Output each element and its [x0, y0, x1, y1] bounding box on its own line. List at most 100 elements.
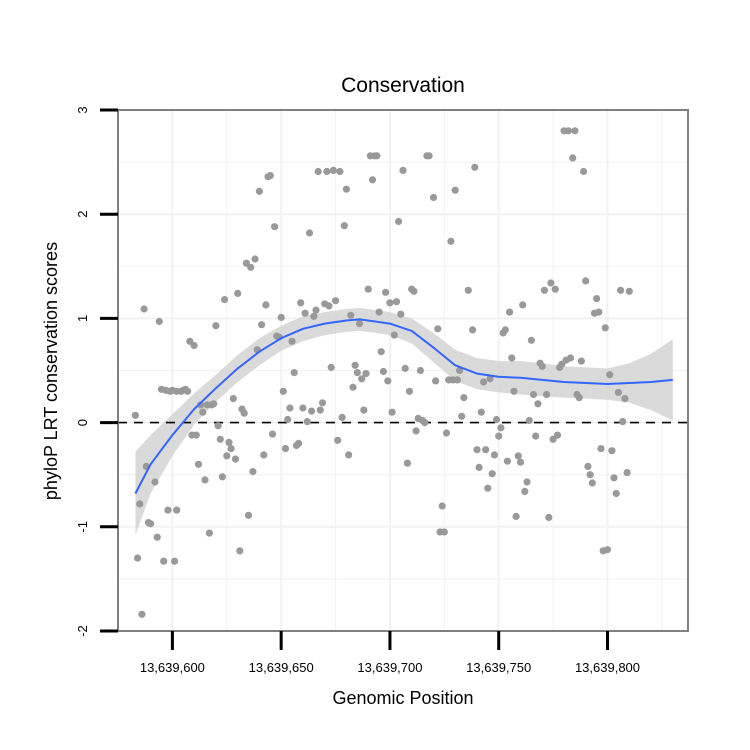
data-point: [375, 308, 383, 316]
data-point: [595, 308, 603, 316]
data-points: [131, 127, 633, 618]
smooth-line: [134, 318, 673, 494]
data-point: [514, 452, 522, 460]
x-axis: 13,639,600 13,639,650 13,639,700 13,639,750…: [140, 631, 640, 675]
data-point: [610, 474, 618, 482]
data-point: [390, 331, 398, 339]
data-point: [506, 308, 514, 316]
data-point: [392, 298, 401, 306]
data-point: [397, 310, 405, 318]
data-point: [205, 529, 213, 537]
data-point: [258, 321, 266, 329]
data-point: [382, 288, 390, 296]
y-axis-label: phyloP LRT conservation scores: [41, 242, 61, 500]
data-point: [281, 445, 290, 453]
x-tick-label: 13,639,700: [357, 660, 422, 675]
data-point: [147, 520, 155, 528]
data-point: [247, 263, 255, 271]
data-point: [388, 408, 396, 416]
data-point: [266, 172, 274, 180]
data-point: [586, 471, 594, 479]
data-point: [512, 512, 520, 521]
data-point: [606, 371, 614, 379]
data-point: [327, 363, 335, 371]
data-point: [140, 305, 148, 313]
data-point: [342, 185, 350, 193]
data-point: [373, 152, 381, 160]
data-point: [199, 408, 207, 416]
data-point: [612, 489, 620, 498]
y-tick-label: 3: [75, 106, 90, 113]
data-point: [469, 326, 477, 334]
data-point: [297, 299, 305, 307]
data-point: [244, 511, 253, 519]
data-point: [299, 404, 307, 412]
data-point: [212, 322, 220, 330]
data-point: [134, 554, 142, 562]
data-point: [194, 460, 203, 468]
data-point: [334, 436, 342, 444]
data-point: [288, 337, 296, 345]
smooth-trend-line: [134, 318, 673, 494]
data-point: [271, 223, 279, 231]
data-point: [619, 418, 627, 426]
data-point: [277, 313, 285, 321]
data-point: [197, 401, 205, 409]
data-point: [223, 452, 231, 460]
data-point: [477, 408, 485, 416]
y-axis: -2 -1 0 1 2 3: [75, 106, 118, 637]
data-point: [295, 439, 303, 447]
data-point: [284, 415, 292, 424]
data-point: [405, 387, 414, 395]
data-point: [355, 320, 364, 328]
data-point: [377, 348, 385, 356]
data-point: [521, 487, 529, 495]
data-point: [516, 458, 525, 466]
data-point: [268, 430, 277, 438]
data-point: [314, 167, 322, 176]
data-point: [310, 312, 318, 320]
data-point: [251, 255, 259, 263]
data-point: [503, 457, 511, 465]
data-point: [345, 451, 353, 459]
data-point: [340, 222, 348, 230]
x-tick-label: 13,639,800: [575, 660, 640, 675]
data-point: [236, 547, 244, 555]
chart-title: Conservation: [341, 74, 465, 97]
data-point: [621, 395, 629, 403]
data-point: [608, 447, 616, 455]
data-point: [486, 375, 494, 383]
data-point: [362, 370, 370, 378]
data-point: [484, 484, 492, 492]
data-point: [171, 557, 179, 565]
data-point: [421, 419, 429, 427]
data-point: [403, 459, 411, 467]
data-point: [192, 431, 200, 439]
data-point: [255, 187, 263, 195]
x-tick-label: 13,639,650: [249, 660, 314, 675]
data-point: [395, 217, 403, 226]
data-point: [210, 400, 218, 408]
data-point: [332, 297, 340, 305]
data-point: [625, 287, 633, 295]
data-point: [584, 462, 592, 470]
x-tick-label: 13,639,600: [140, 660, 205, 675]
data-point: [399, 166, 407, 174]
data-point: [336, 167, 344, 176]
data-point: [262, 301, 270, 309]
data-point: [160, 557, 168, 565]
data-point: [351, 361, 359, 369]
data-point: [301, 309, 309, 317]
data-point: [221, 296, 229, 304]
data-point: [249, 468, 257, 476]
data-point: [323, 167, 331, 176]
data-point: [453, 376, 461, 384]
data-point: [216, 435, 224, 443]
data-point: [510, 387, 518, 395]
data-point: [527, 336, 536, 344]
y-tick-label: -2: [75, 625, 90, 637]
data-point: [582, 277, 590, 285]
data-point: [617, 286, 625, 294]
data-point: [575, 394, 583, 402]
data-point: [229, 395, 237, 403]
